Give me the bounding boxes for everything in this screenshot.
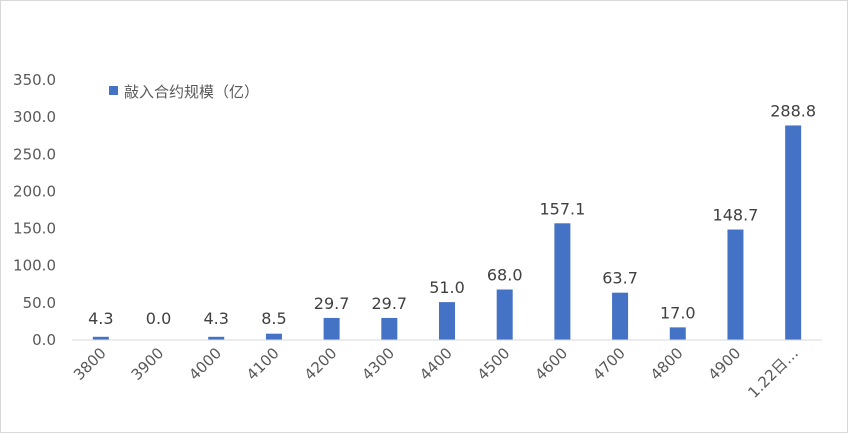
x-tick-label: 4900 xyxy=(705,344,745,384)
x-tick-label: 4100 xyxy=(243,344,283,384)
data-label: 68.0 xyxy=(487,265,523,284)
bar xyxy=(785,125,802,340)
bar xyxy=(496,289,513,340)
data-label: 4.3 xyxy=(88,309,113,328)
x-tick-label: 4300 xyxy=(358,344,398,384)
y-tick-label: 250.0 xyxy=(13,145,56,163)
data-label: 4.3 xyxy=(204,309,229,328)
x-tick-label: 3800 xyxy=(70,344,110,384)
data-label: 288.8 xyxy=(770,101,816,120)
data-label: 29.7 xyxy=(371,294,407,313)
bar xyxy=(612,292,629,340)
legend: 敲入合约规模（亿） xyxy=(109,83,259,101)
data-label: 0.0 xyxy=(146,309,171,328)
data-label: 63.7 xyxy=(602,269,638,288)
x-tick-label: 4000 xyxy=(185,344,225,384)
y-tick-label: 100.0 xyxy=(13,257,56,275)
data-label: 148.7 xyxy=(713,206,759,225)
data-label: 29.7 xyxy=(314,294,350,313)
bar xyxy=(439,302,455,340)
legend-swatch xyxy=(109,86,118,95)
x-tick-label: 1.22日… xyxy=(744,344,802,402)
y-tick-label: 200.0 xyxy=(13,182,56,200)
bar xyxy=(92,336,109,340)
data-label: 17.0 xyxy=(660,303,696,322)
bar xyxy=(265,333,282,340)
x-tick-label: 4400 xyxy=(416,344,456,384)
y-tick-label: 300.0 xyxy=(13,108,56,126)
bar xyxy=(208,336,225,340)
x-tick-label: 4600 xyxy=(531,344,571,384)
y-tick-label: 0.0 xyxy=(32,331,56,349)
bar xyxy=(669,327,686,340)
bar xyxy=(727,229,744,340)
x-tick-label: 4700 xyxy=(589,344,629,384)
legend-label: 敲入合约规模（亿） xyxy=(124,83,259,101)
x-tick-label: 4800 xyxy=(647,344,687,384)
data-label: 8.5 xyxy=(261,309,286,328)
bar xyxy=(381,317,398,340)
y-axis: 0.0 50.0 100.0 150.0 200.0 250.0 300.0 350.0 xyxy=(13,71,56,349)
bar-series xyxy=(92,125,802,340)
y-tick-label: 50.0 xyxy=(23,294,56,312)
data-label: 157.1 xyxy=(539,199,585,218)
y-tick-label: 150.0 xyxy=(13,220,56,238)
bar xyxy=(554,223,571,340)
x-tick-label: 4200 xyxy=(301,344,341,384)
bar xyxy=(323,317,340,340)
x-tick-label: 4500 xyxy=(474,344,514,384)
data-labels: 4.3 0.0 4.3 8.5 29.7 29.7 51.0 68.0 157.1 63.7 17.… xyxy=(88,101,816,328)
x-axis: 3800 3900 4000 4100 4200 4300 4400 4500 4600 4700… xyxy=(70,339,822,402)
y-tick-label: 350.0 xyxy=(13,71,56,89)
data-label: 51.0 xyxy=(429,278,465,297)
x-tick-label: 3900 xyxy=(128,344,168,384)
